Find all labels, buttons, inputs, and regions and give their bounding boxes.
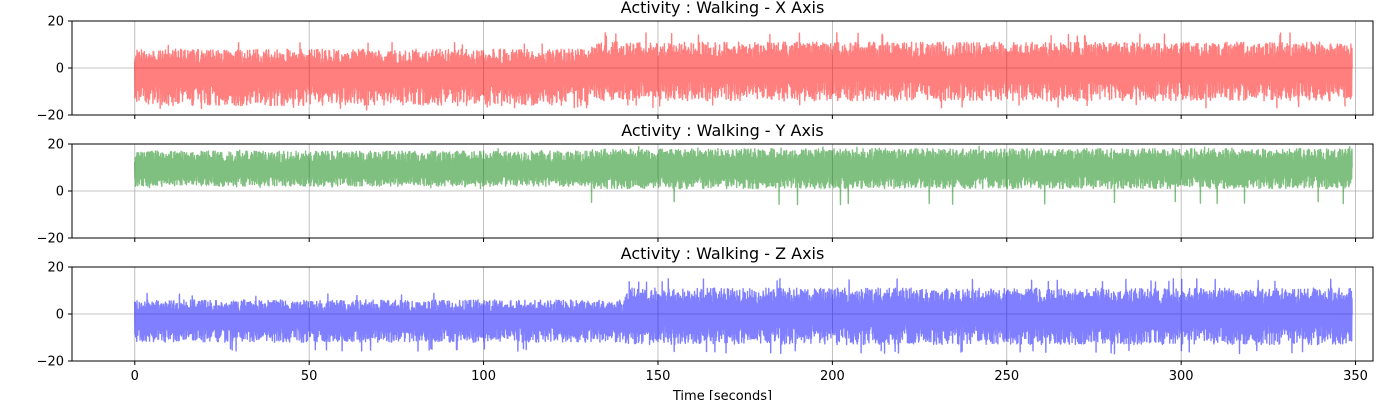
x-tick-label: 350 bbox=[1343, 369, 1368, 384]
series-line-z-axis bbox=[134, 278, 1353, 355]
y-tick-label: −20 bbox=[37, 109, 64, 124]
y-tick-label: 20 bbox=[47, 138, 64, 153]
y-tick-label: 0 bbox=[56, 185, 64, 200]
x-tick-label: 200 bbox=[820, 369, 845, 384]
y-tick-label: 0 bbox=[56, 62, 64, 77]
series-line-y-axis bbox=[134, 145, 1353, 206]
chart-title: Activity : Walking - Y Axis bbox=[621, 121, 823, 140]
x-axis-label: Time [seconds] bbox=[672, 389, 772, 400]
y-tick-label: 20 bbox=[47, 261, 64, 276]
x-tick-label: 300 bbox=[1169, 369, 1194, 384]
y-tick-label: −20 bbox=[37, 355, 64, 370]
x-tick-label: 250 bbox=[994, 369, 1019, 384]
panel-1: −20 0 20 Activity : Walking - X Axis bbox=[37, 0, 1374, 124]
y-tick-label: −20 bbox=[37, 232, 64, 247]
series-line-x-axis bbox=[134, 32, 1353, 111]
x-tick-label: 50 bbox=[301, 369, 318, 384]
panel-2: −20 0 20 Activity : Walking - Y Axis bbox=[37, 121, 1374, 247]
x-tick-label: 100 bbox=[471, 369, 496, 384]
x-tick-label: 0 bbox=[131, 369, 139, 384]
y-tick-label: 0 bbox=[56, 308, 64, 323]
y-tick-label: 20 bbox=[47, 15, 64, 30]
x-tick-label: 150 bbox=[646, 369, 671, 384]
chart-title: Activity : Walking - X Axis bbox=[621, 0, 825, 17]
chart-title: Activity : Walking - Z Axis bbox=[621, 244, 825, 263]
